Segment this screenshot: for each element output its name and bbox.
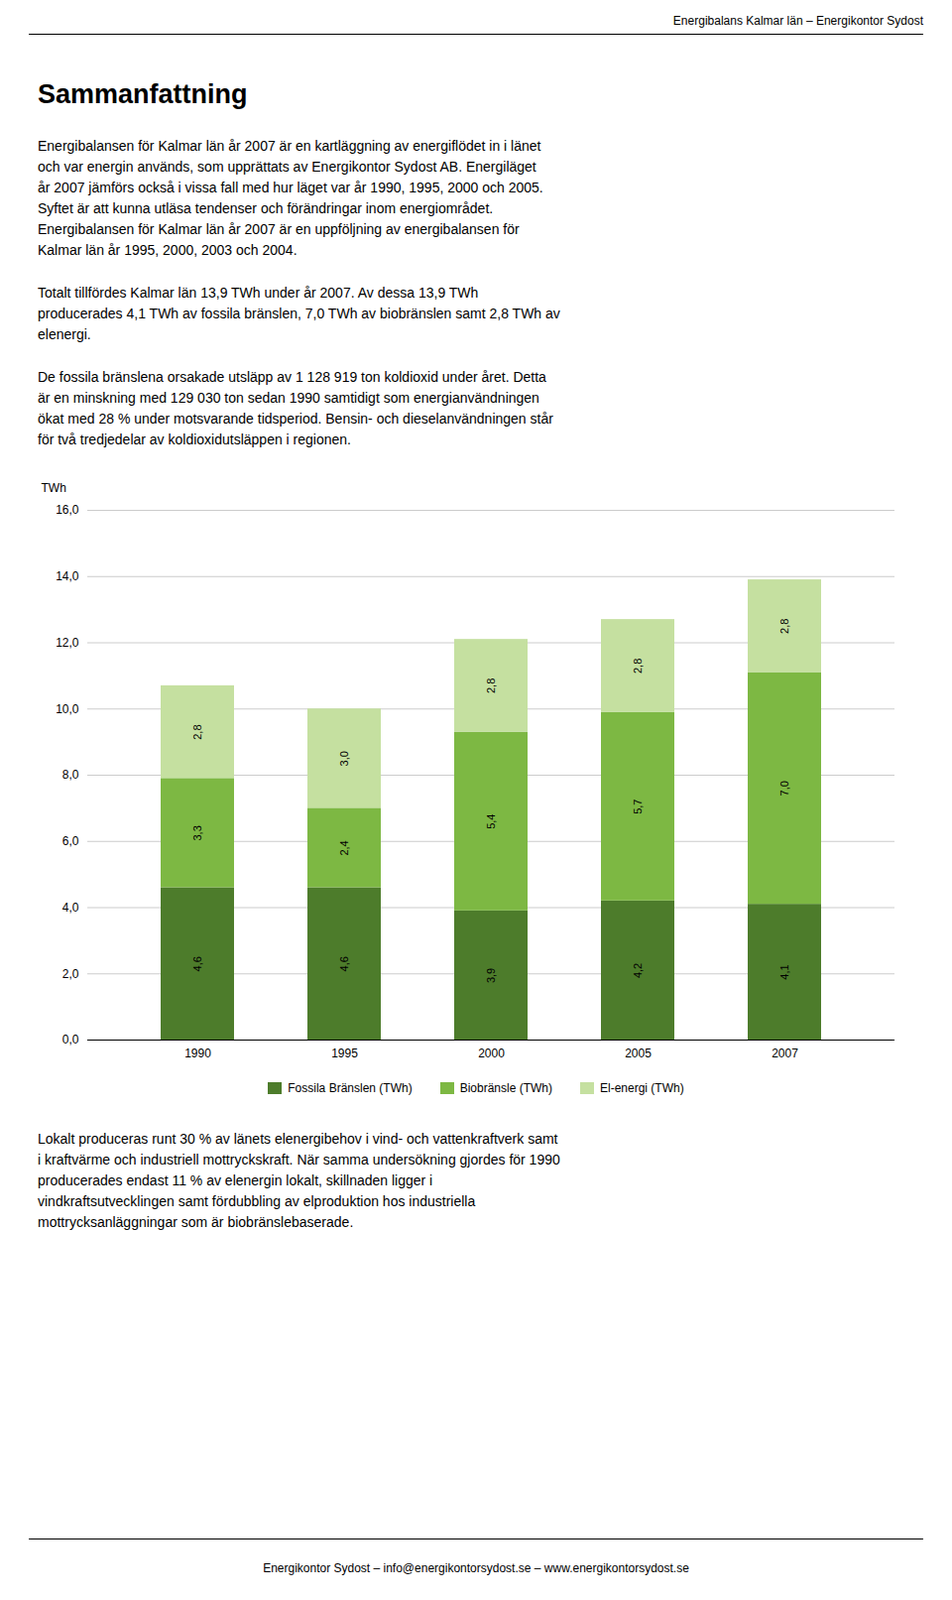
html-text:producerades 4,1 TWh av fossil: producerades 4,1 TWh av fossila bränslen… bbox=[37, 305, 561, 322]
svg-text:2,8: 2,8 bbox=[631, 658, 644, 674]
html-text:El-energi (TWh): El-energi (TWh) bbox=[599, 1080, 684, 1095]
svg-text:4,6: 4,6 bbox=[191, 955, 204, 971]
svg-text:8,0: 8,0 bbox=[62, 767, 80, 782]
svg-text:7,0: 7,0 bbox=[778, 780, 791, 796]
html-text:elenergi.: elenergi. bbox=[37, 326, 91, 343]
html-text:De fossila bränslena orsakade: De fossila bränslena orsakade utsläpp av… bbox=[37, 368, 547, 385]
svg-text:12,0: 12,0 bbox=[55, 635, 80, 650]
svg-text:14,0: 14,0 bbox=[55, 569, 80, 584]
html-text:för två tredjedelar av koldiox: för två tredjedelar av koldioxidutsläppe… bbox=[37, 431, 352, 448]
html-text:Lokalt produceras runt 30 % av: Lokalt produceras runt 30 % av länets el… bbox=[37, 1130, 558, 1147]
svg-text:4,0: 4,0 bbox=[62, 900, 80, 915]
svg-text:2,8: 2,8 bbox=[778, 618, 791, 634]
html-text:Energibalansen för Kalmar län: Energibalansen för Kalmar län år 2007 är… bbox=[37, 221, 520, 238]
html-text:är en minskning med 129 030 to: är en minskning med 129 030 ton sedan 19… bbox=[37, 389, 540, 406]
svg-text:3,9: 3,9 bbox=[484, 967, 497, 983]
svg-text:10,0: 10,0 bbox=[55, 702, 80, 716]
html-text:ökat med 28 % under motsvarand: ökat med 28 % under motsvarande tidsperi… bbox=[37, 410, 554, 427]
svg-text:3,3: 3,3 bbox=[191, 825, 204, 840]
svg-text:3,0: 3,0 bbox=[338, 750, 351, 766]
svg-text:6,0: 6,0 bbox=[62, 833, 80, 848]
html-text:mottrycksanläggningar som är b: mottrycksanläggningar som är biobränsleb… bbox=[37, 1213, 354, 1230]
svg-text:2,4: 2,4 bbox=[338, 839, 351, 855]
html-text:Biobränsle (TWh): Biobränsle (TWh) bbox=[459, 1080, 553, 1095]
svg-text:4,2: 4,2 bbox=[631, 962, 644, 978]
html-text:vindkraftsutvecklingen samt fö: vindkraftsutvecklingen samt fördubbling … bbox=[37, 1192, 476, 1209]
svg-text:2005: 2005 bbox=[624, 1046, 652, 1061]
html-text:Sammanfattning: Sammanfattning bbox=[37, 79, 248, 110]
svg-text:2,8: 2,8 bbox=[191, 723, 204, 739]
html-text:år 2007 jämförs också i vissa: år 2007 jämförs också i vissa fall med h… bbox=[37, 179, 544, 196]
svg-text:16,0: 16,0 bbox=[55, 502, 80, 517]
svg-text:2007: 2007 bbox=[771, 1046, 799, 1061]
html-text:i kraftvärme och industriell m: i kraftvärme och industriell mottryckskr… bbox=[37, 1151, 561, 1168]
html-text:och var energin används, som u: och var energin används, som upprättats … bbox=[37, 158, 537, 175]
svg-text:TWh: TWh bbox=[41, 480, 67, 495]
html-text:Kalmar län år 1995, 2000, 2003: Kalmar län år 1995, 2000, 2003 och 2004. bbox=[37, 241, 298, 258]
svg-text:1995: 1995 bbox=[331, 1046, 358, 1061]
svg-text:0,0: 0,0 bbox=[62, 1032, 80, 1047]
svg-text:4,6: 4,6 bbox=[338, 955, 351, 971]
svg-text:5,7: 5,7 bbox=[631, 799, 644, 815]
html-text:Energibalansen för Kalmar län: Energibalansen för Kalmar län år 2007 är… bbox=[37, 137, 541, 154]
html-text:producerades endast 11 % av el: producerades endast 11 % av elenergin lo… bbox=[37, 1172, 433, 1189]
svg-text:2,8: 2,8 bbox=[484, 678, 497, 694]
html-text:Totalt tillfördes Kalmar län 1: Totalt tillfördes Kalmar län 13,9 TWh un… bbox=[37, 284, 479, 301]
html-text:Energibalans Kalmar län – Ener: Energibalans Kalmar län – Energikontor S… bbox=[673, 13, 924, 28]
svg-text:2000: 2000 bbox=[477, 1046, 505, 1061]
html-text:Energikontor Sydost – info@ene: Energikontor Sydost – info@energikontors… bbox=[262, 1560, 690, 1575]
svg-text:2,0: 2,0 bbox=[62, 966, 80, 981]
svg-text:1990: 1990 bbox=[184, 1046, 212, 1061]
html-text:Fossila Bränslen (TWh): Fossila Bränslen (TWh) bbox=[287, 1080, 413, 1095]
svg-text:4,1: 4,1 bbox=[778, 963, 791, 979]
html-text:Syftet är att kunna utläsa ten: Syftet är att kunna utläsa tendenser och… bbox=[37, 200, 494, 217]
svg-text:5,4: 5,4 bbox=[484, 814, 497, 830]
